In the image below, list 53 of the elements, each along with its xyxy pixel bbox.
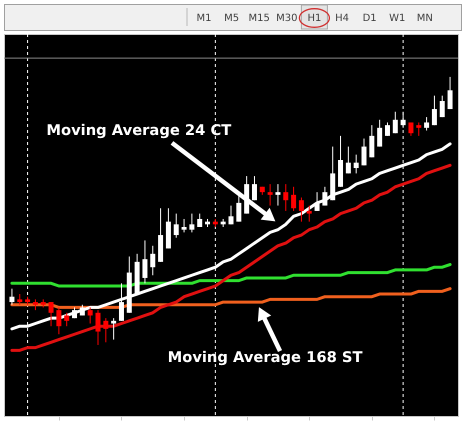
text: M1 — [196, 13, 212, 24]
text: H1 — [307, 13, 322, 24]
candlestick — [440, 95, 445, 118]
candlestick — [111, 318, 116, 340]
candlestick — [95, 310, 100, 346]
text: Moving Average 168 ST — [168, 348, 362, 366]
candlestick — [142, 240, 148, 284]
candlestick — [384, 122, 390, 136]
text: H4 — [335, 13, 349, 24]
candlestick — [346, 146, 351, 174]
candlestick — [252, 176, 257, 201]
candlestick — [48, 302, 54, 327]
candlestick — [268, 184, 273, 206]
text: M5 — [224, 13, 240, 24]
text: D1 — [362, 13, 377, 24]
candlestick — [17, 294, 22, 306]
text: M15 — [248, 13, 270, 24]
candlestick — [369, 124, 374, 158]
candlestick — [182, 218, 187, 233]
candlestick — [32, 298, 38, 311]
candlestick — [275, 184, 280, 206]
candlestick — [377, 119, 382, 148]
text: W1 — [389, 13, 406, 24]
candlestick — [9, 288, 14, 306]
candlestick — [362, 138, 367, 166]
text: M30 — [276, 13, 298, 24]
candlestick — [322, 186, 328, 206]
candlestick — [400, 111, 406, 128]
candlestick — [150, 245, 156, 276]
candlestick — [56, 306, 62, 335]
candlestick — [416, 122, 422, 136]
candlestick — [88, 306, 93, 324]
candlestick — [314, 192, 320, 212]
candlestick — [424, 116, 430, 132]
candlestick — [298, 197, 304, 222]
candlestick — [448, 76, 453, 110]
candlestick — [197, 213, 202, 228]
text: MN — [416, 13, 433, 24]
candlestick — [80, 304, 85, 316]
candlestick — [118, 282, 124, 322]
candlestick — [392, 111, 398, 134]
candlestick — [174, 213, 179, 238]
candlestick — [432, 95, 437, 126]
candlestick — [408, 122, 414, 136]
candlestick — [291, 186, 296, 212]
candlestick — [306, 205, 312, 222]
candlestick — [228, 205, 234, 225]
candlestick — [354, 154, 359, 174]
candlestick — [103, 318, 108, 343]
candlestick — [189, 213, 194, 233]
candlestick — [283, 184, 288, 212]
annotation: Moving Average 24 CT — [46, 122, 232, 140]
candlestick — [64, 312, 70, 327]
